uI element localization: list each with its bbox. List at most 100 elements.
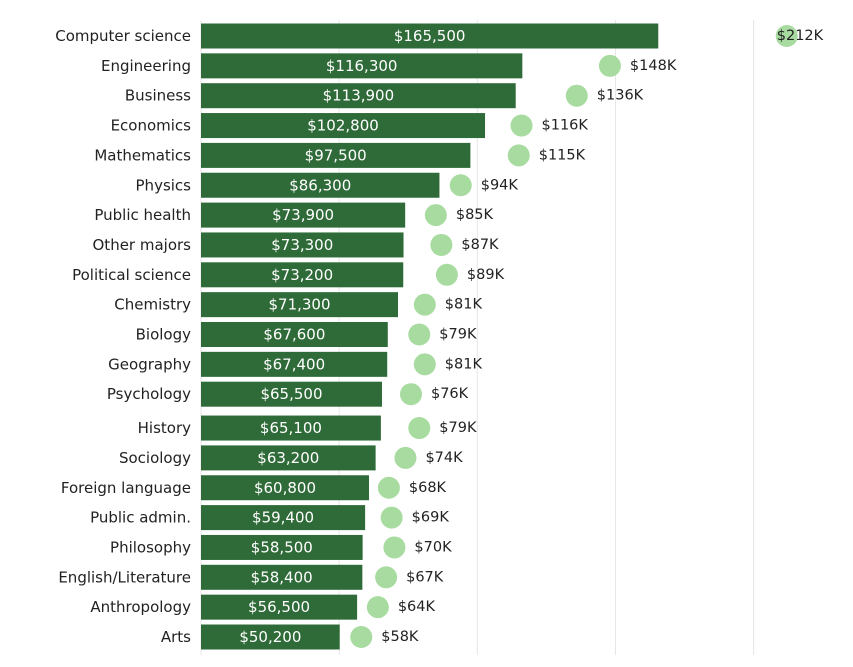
- bar: [201, 351, 388, 377]
- dot-value-label: $79K: [439, 420, 477, 436]
- category-label: Arts: [161, 628, 191, 646]
- bar-value-label: $60,800: [254, 479, 316, 497]
- dot: [377, 476, 400, 499]
- dot-value-label: $116K: [542, 118, 589, 134]
- dot-value-label: $58K: [381, 629, 419, 645]
- category-label: Political science: [72, 266, 191, 284]
- bar: [201, 172, 440, 198]
- bar-value-label: $58,400: [251, 568, 313, 586]
- dot: [449, 174, 472, 197]
- bar: [201, 564, 363, 590]
- category-label: Biology: [136, 326, 192, 344]
- category-label: Business: [125, 87, 191, 105]
- bar: [201, 594, 358, 620]
- dot-value-label: $64K: [398, 599, 436, 615]
- bar-value-label: $73,900: [272, 206, 334, 224]
- bars: [201, 23, 659, 650]
- bar: [201, 381, 382, 407]
- dot: [375, 566, 398, 589]
- bar-value-label: $59,400: [252, 509, 314, 527]
- dot: [380, 506, 403, 529]
- dot: [413, 293, 436, 316]
- dot-value-label: $81K: [445, 356, 483, 372]
- bar-value-label: $165,500: [394, 27, 466, 45]
- bar: [201, 23, 659, 49]
- dot: [408, 323, 431, 346]
- category-label: English/Literature: [58, 568, 191, 586]
- category-label: Physics: [136, 176, 192, 194]
- dot-value-label: $70K: [414, 539, 452, 555]
- category-label: Geography: [108, 355, 191, 373]
- bar-value-label: $97,500: [305, 146, 367, 164]
- bar: [201, 83, 516, 109]
- bar: [201, 113, 486, 139]
- dot-value-label: $85K: [456, 207, 494, 223]
- bar-value-label: $102,800: [307, 117, 379, 135]
- dot-value-label: $89K: [467, 267, 505, 283]
- dot-value-label: $69K: [412, 510, 450, 526]
- bar-value-label: $86,300: [289, 176, 351, 194]
- labels: Computer science $165,500 $212K Engineering…: [55, 27, 823, 646]
- dot: [510, 114, 533, 137]
- dot: [507, 144, 530, 167]
- dot-value-label: $67K: [406, 569, 444, 585]
- dot: [413, 353, 436, 376]
- bar: [201, 322, 388, 347]
- dot: [350, 626, 373, 648]
- dot: [598, 54, 621, 77]
- category-label: Chemistry: [114, 296, 191, 314]
- bar-value-label: $73,300: [271, 236, 333, 254]
- dot-value-label: $148K: [630, 58, 677, 74]
- category-label: Other majors: [93, 236, 192, 254]
- dot: [399, 383, 422, 406]
- dot: [565, 84, 588, 107]
- dot: [424, 204, 447, 227]
- bar-value-label: $63,200: [257, 449, 319, 467]
- category-label: History: [138, 419, 191, 437]
- dot: [383, 536, 406, 559]
- bar: [201, 232, 404, 258]
- category-label: Public health: [94, 206, 191, 224]
- category-label: Mathematics: [94, 146, 191, 164]
- category-label: Public admin.: [90, 509, 191, 527]
- bar-value-label: $71,300: [268, 296, 330, 314]
- dot-value-label: $74K: [425, 450, 463, 466]
- bar: [201, 142, 471, 168]
- dot-value-label: $136K: [597, 88, 644, 104]
- bar: [201, 415, 381, 441]
- dot-value-label: $212K: [777, 28, 824, 44]
- bar-value-label: $116,300: [326, 57, 398, 75]
- category-label: Computer science: [55, 27, 191, 45]
- category-label: Foreign language: [61, 479, 191, 497]
- bar: [201, 202, 406, 228]
- bar-value-label: $56,500: [248, 598, 310, 616]
- category-label: Engineering: [101, 57, 191, 75]
- bar-value-label: $67,400: [263, 355, 325, 373]
- category-label: Economics: [111, 117, 192, 135]
- bar-value-label: $50,200: [239, 628, 301, 646]
- bar: [201, 624, 340, 650]
- bar-value-label: $65,100: [260, 419, 322, 437]
- dot: [366, 596, 389, 619]
- bar-value-label: $67,600: [263, 326, 325, 344]
- bar: [201, 534, 363, 560]
- bar-value-label: $73,200: [271, 266, 333, 284]
- dot-value-label: $87K: [461, 237, 499, 253]
- bar-value-label: $113,900: [323, 87, 395, 105]
- category-label: Philosophy: [110, 538, 191, 556]
- bar-value-label: $58,500: [251, 538, 313, 556]
- dot-value-label: $115K: [539, 147, 586, 163]
- dot: [430, 233, 453, 256]
- bar: [201, 262, 404, 288]
- bar: [201, 292, 399, 318]
- dot: [394, 446, 417, 469]
- category-label: Anthropology: [90, 598, 191, 616]
- bar: [201, 53, 523, 79]
- bar: [201, 445, 376, 471]
- dot-value-label: $79K: [439, 327, 477, 343]
- category-label: Sociology: [119, 449, 191, 467]
- dot-value-label: $81K: [445, 297, 483, 313]
- dots: [350, 25, 798, 648]
